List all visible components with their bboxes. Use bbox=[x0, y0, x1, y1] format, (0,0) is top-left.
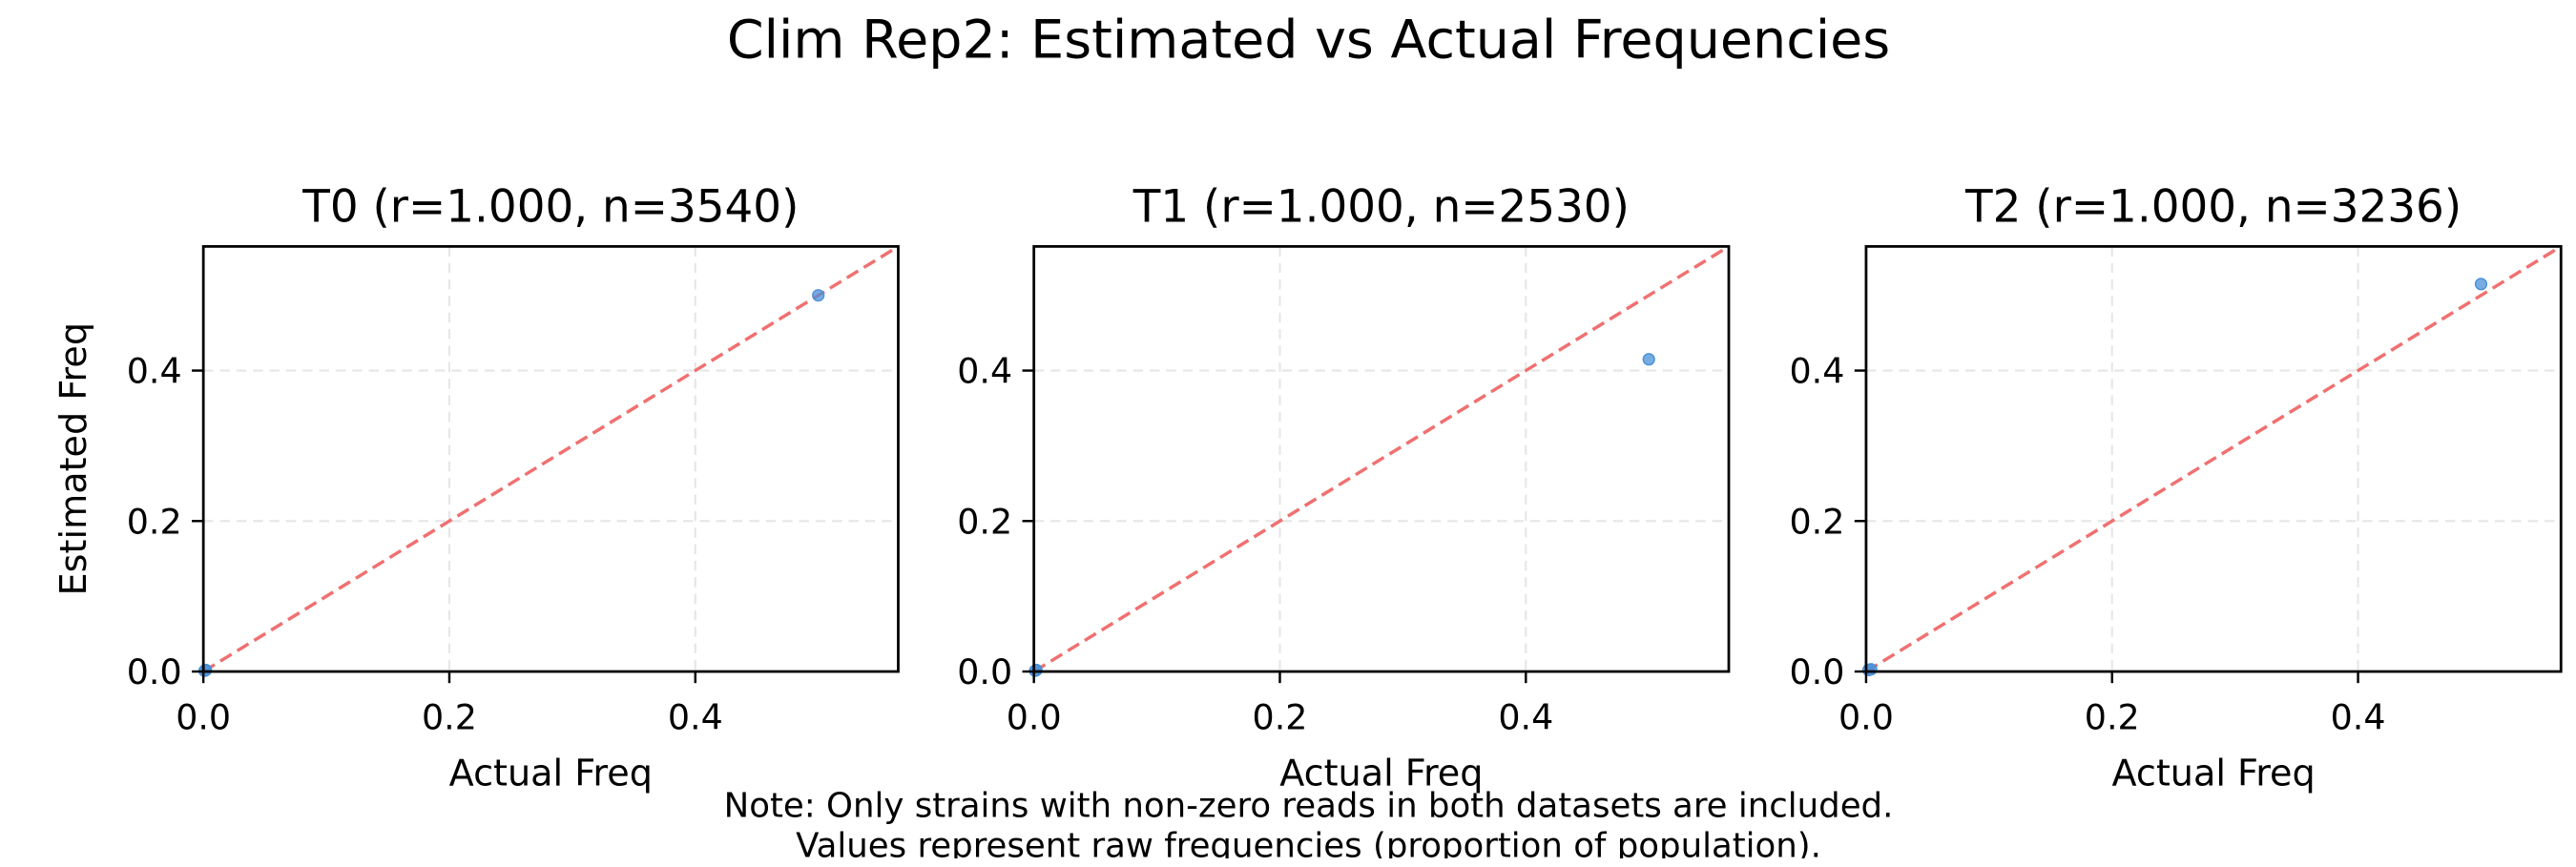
y-tick-label: 0.2 bbox=[957, 501, 1012, 542]
x-tick-label: 0.0 bbox=[1839, 697, 1894, 738]
panel-0: 0.0 0.2 0.4 0.0 0.2 0.4 T0 (r=1.000, n=3540) Ac… bbox=[52, 181, 900, 795]
x-tick-label: 0.2 bbox=[2085, 697, 2140, 738]
x-axis-label: Actual Freq bbox=[1279, 753, 1483, 795]
x-tick-label: 0.0 bbox=[1007, 697, 1062, 738]
x-tick-label: 0.4 bbox=[1498, 697, 1553, 738]
panel-title: T0 (r=1.000, n=3540) bbox=[301, 181, 799, 233]
figure: Clim Rep2: Estimated vs Actual Frequenci… bbox=[11, 0, 2565, 865]
y-tick-label: 0.2 bbox=[127, 501, 182, 542]
y-tick-label: 0.4 bbox=[127, 351, 182, 392]
panel-1: 0.0 0.2 0.4 0.0 0.2 0.4 T1 (r=1.000, n=2530) Ac… bbox=[957, 181, 1731, 795]
footnote-line-1: Note: Only strains with non-zero reads i… bbox=[724, 787, 1894, 826]
y-tick-label: 0.4 bbox=[957, 351, 1012, 392]
identity-line bbox=[202, 244, 900, 673]
y-tick-label: 0.4 bbox=[1790, 351, 1845, 392]
figure-title: Clim Rep2: Estimated vs Actual Frequenci… bbox=[727, 10, 1890, 72]
x-tick-label: 0.0 bbox=[176, 697, 231, 738]
panel-2: 0.0 0.2 0.4 0.0 0.2 0.4 T2 (r=1.000, n=3236) Ac… bbox=[1790, 181, 2563, 795]
x-axis-label: Actual Freq bbox=[2112, 753, 2316, 795]
y-tick-label: 0.0 bbox=[957, 651, 1012, 692]
data-point bbox=[812, 289, 825, 302]
x-tick-label: 0.2 bbox=[1253, 697, 1308, 738]
data-point bbox=[1642, 353, 1655, 366]
data-point bbox=[1862, 663, 1876, 677]
x-axis-label: Actual Freq bbox=[449, 753, 653, 795]
chart-canvas: Clim Rep2: Estimated vs Actual Frequenci… bbox=[52, 10, 2563, 865]
identity-line bbox=[1032, 244, 1731, 673]
panel-title: T1 (r=1.000, n=2530) bbox=[1132, 181, 1630, 233]
axes-frame bbox=[201, 244, 900, 673]
axes-frame bbox=[1864, 244, 2563, 673]
y-tick-label: 0.0 bbox=[1790, 651, 1845, 692]
footnote-line-2: Values represent raw frequencies (propor… bbox=[796, 826, 1821, 858]
y-tick-label: 0.0 bbox=[127, 651, 182, 692]
identity-line bbox=[1865, 244, 2563, 673]
axes-frame bbox=[1032, 244, 1731, 673]
x-tick-label: 0.2 bbox=[422, 697, 477, 738]
x-tick-label: 0.4 bbox=[2331, 697, 2386, 738]
panel-title: T2 (r=1.000, n=3236) bbox=[1964, 181, 2462, 233]
y-axis-label: Estimated Freq bbox=[52, 322, 94, 595]
y-tick-label: 0.2 bbox=[1790, 501, 1845, 542]
data-point bbox=[2475, 278, 2488, 291]
x-tick-label: 0.4 bbox=[668, 697, 723, 738]
